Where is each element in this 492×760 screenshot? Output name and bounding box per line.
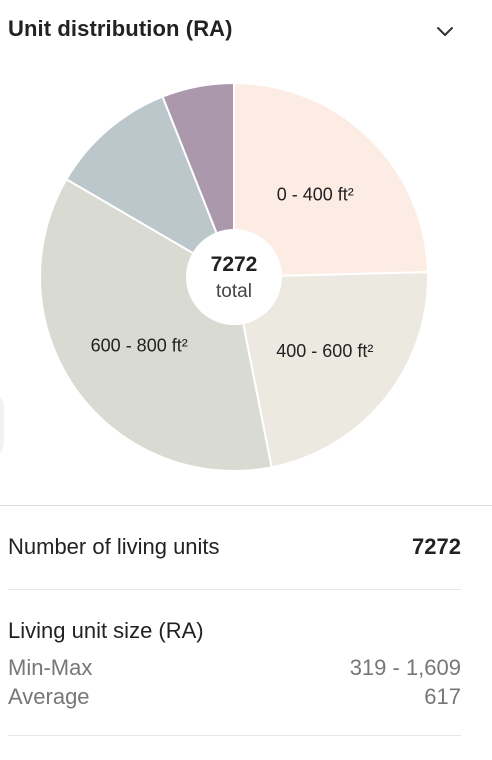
- pie-slice[interactable]: [65, 95, 236, 280]
- chevron-down-icon[interactable]: [432, 18, 458, 44]
- minmax-label: Min-Max: [8, 655, 93, 680]
- center-hole: [186, 229, 282, 325]
- panel-title: Unit distribution (RA): [8, 16, 233, 41]
- center-total-value: 7272: [211, 253, 258, 276]
- row-divider: [8, 735, 461, 736]
- pie-slice-label: 600 - 800 ft²: [91, 336, 188, 356]
- minmax-value: 319 - 1,609: [349, 655, 461, 680]
- pie-chart: 0 - 400 ft² 400 - 600 ft² 600 - 800 ft² 72…: [39, 81, 429, 472]
- size-section-title: Living unit size (RA): [8, 618, 204, 643]
- pie-slice[interactable]: [233, 81, 429, 279]
- pie-slice[interactable]: [232, 271, 429, 469]
- pie-slice-label: 0 - 400 ft²: [277, 185, 354, 205]
- pie-slice[interactable]: [39, 177, 273, 472]
- section-divider: [0, 505, 492, 506]
- average-value: 617: [424, 684, 461, 709]
- pie-slice-label: 400 - 600 ft²: [276, 341, 373, 361]
- side-panel-handle[interactable]: [0, 390, 4, 460]
- pie-slice[interactable]: [161, 81, 235, 278]
- unit-distribution-chart: 0 - 400 ft² 400 - 600 ft² 600 - 800 ft² 72…: [0, 62, 492, 502]
- center-total-label: total: [216, 281, 252, 302]
- row-divider: [8, 589, 461, 590]
- units-value: 7272: [412, 534, 461, 559]
- panel-header[interactable]: Unit distribution (RA): [0, 0, 492, 62]
- average-label: Average: [8, 684, 90, 709]
- units-label: Number of living units: [8, 534, 220, 559]
